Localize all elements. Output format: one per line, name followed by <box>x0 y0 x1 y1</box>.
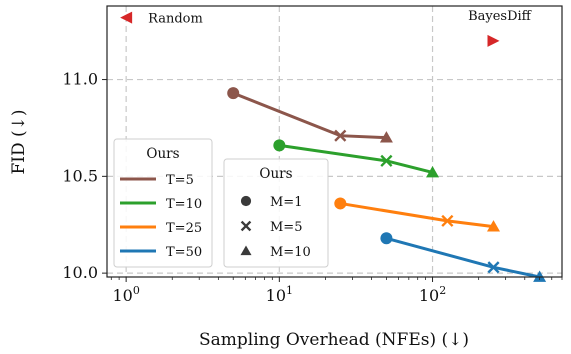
legend-markers-title: Ours <box>259 166 292 182</box>
marker-x <box>334 129 347 142</box>
marker-x-stroke <box>487 261 500 274</box>
marker-x <box>240 220 252 232</box>
marker-triangle <box>486 220 500 232</box>
y-tick-label: 11.0 <box>62 70 98 89</box>
marker-x <box>441 214 454 227</box>
marker-circle <box>380 232 393 245</box>
x-axis-title: Sampling Overhead (NFEs) (↓) <box>199 330 469 350</box>
legend-markers-label: M=5 <box>270 220 302 235</box>
baseline-label: Random <box>148 12 203 27</box>
marker-x-stroke <box>334 129 347 142</box>
marker-x <box>380 154 393 167</box>
series-line <box>386 236 540 279</box>
marker-triangle <box>240 245 252 256</box>
legend-markers: Ours M=1 M=5 M=10 <box>223 158 329 268</box>
legend-markers-label: M=1 <box>270 195 302 210</box>
series-line <box>340 201 494 229</box>
y-tick-label: 10.0 <box>62 263 98 282</box>
marker-x-stroke <box>240 220 252 232</box>
marker-triangle <box>426 165 440 178</box>
x-ticks: 100 101 102 <box>110 277 563 305</box>
legend-series-label: T=25 <box>166 221 202 236</box>
legend-series-title: Ours <box>146 146 179 162</box>
marker-x-stroke <box>380 154 393 167</box>
legend-markers-box <box>223 158 329 268</box>
plot-frame <box>106 5 563 278</box>
legend-series-label: T=5 <box>166 173 194 188</box>
series-markers <box>227 87 547 282</box>
y-ticks: 10.0 10.5 11.0 <box>62 70 107 282</box>
x-tick-label: 100 <box>112 284 139 305</box>
marker-triangle-right <box>487 34 500 47</box>
legend-series: Ours T=5 T=10 T=25 T=50 <box>113 138 213 268</box>
marker-circle <box>240 195 252 207</box>
marker-circle <box>273 139 286 152</box>
marker-triangle <box>379 131 393 143</box>
marker-circle <box>227 87 240 100</box>
baseline-label: BayesDiff <box>468 9 533 24</box>
legend-series-label: T=10 <box>166 197 202 212</box>
marker-x <box>487 261 500 274</box>
marker-x-stroke <box>441 214 454 227</box>
y-axis-title: FID (↓) <box>9 109 29 174</box>
y-tick-label: 10.5 <box>62 166 98 185</box>
series-line <box>232 91 387 140</box>
x-tick-label: 101 <box>266 284 293 305</box>
marker-triangle <box>533 270 547 282</box>
x-tick-label: 102 <box>419 284 446 305</box>
marker-circle <box>334 197 347 210</box>
legend-series-box <box>113 138 213 268</box>
legend-markers-label: M=10 <box>270 245 311 260</box>
legend-series-label: T=50 <box>166 245 202 260</box>
baseline-markers: Random BayesDiff <box>120 9 533 47</box>
marker-triangle-left <box>120 11 133 24</box>
